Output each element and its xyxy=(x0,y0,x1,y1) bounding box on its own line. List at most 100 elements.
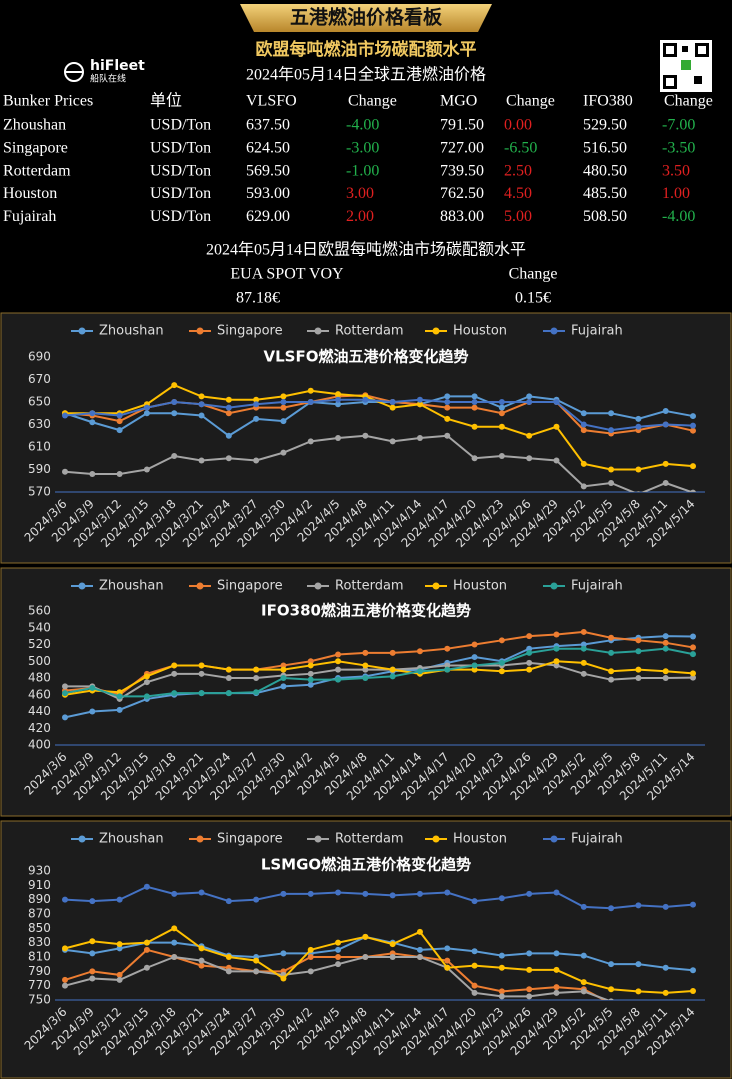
table-cell: USD/Ton xyxy=(150,117,211,134)
data-point xyxy=(280,418,287,425)
data-point xyxy=(89,419,96,426)
data-point xyxy=(498,637,505,644)
port-name: Zhoushan xyxy=(3,117,66,134)
data-point xyxy=(198,957,205,964)
data-point xyxy=(580,410,587,417)
data-point xyxy=(116,689,123,696)
data-point xyxy=(198,401,205,408)
legend-label: Houston xyxy=(453,832,507,847)
data-point xyxy=(471,948,478,955)
series xyxy=(62,432,696,492)
data-point xyxy=(498,453,505,459)
data-point xyxy=(444,399,451,405)
data-point xyxy=(89,938,96,945)
data-point xyxy=(89,410,96,417)
legend-label: Singapore xyxy=(217,324,283,339)
legend-label: Rotterdam xyxy=(335,579,404,594)
column-header: 单位 xyxy=(150,92,182,110)
eua-change: 0.15€ xyxy=(515,290,551,307)
data-point xyxy=(335,435,342,441)
legend-label: Zhoushan xyxy=(99,324,164,339)
data-point xyxy=(690,463,696,470)
data-point xyxy=(635,675,642,681)
data-point xyxy=(662,408,669,414)
data-point xyxy=(526,455,533,462)
data-point xyxy=(471,455,478,462)
data-point xyxy=(608,466,615,473)
data-point xyxy=(253,457,260,464)
series-line xyxy=(64,660,694,696)
data-point xyxy=(526,966,533,973)
data-point xyxy=(416,946,423,953)
table-cell: -7.00 xyxy=(662,117,695,134)
data-point xyxy=(116,976,123,983)
series-line xyxy=(64,948,607,1000)
data-point xyxy=(471,898,478,905)
legend-marker xyxy=(550,327,558,335)
column-header: IFO380 xyxy=(583,93,633,110)
data-point xyxy=(498,668,505,675)
data-point xyxy=(471,662,478,669)
data-point xyxy=(580,670,587,677)
data-point xyxy=(389,404,396,411)
data-point xyxy=(335,666,342,673)
data-point xyxy=(389,954,396,960)
table-cell: USD/Ton xyxy=(150,208,211,225)
data-point xyxy=(444,432,451,439)
data-point xyxy=(471,404,478,411)
table-cell: 762.50 xyxy=(440,185,484,202)
legend-marker xyxy=(432,582,440,590)
legend-marker xyxy=(314,582,322,590)
data-point xyxy=(526,649,533,656)
legend-label: Houston xyxy=(453,579,507,594)
y-tick-label: 610 xyxy=(28,440,51,454)
series-line xyxy=(64,647,694,698)
data-point xyxy=(580,988,587,995)
data-point xyxy=(335,396,342,403)
data-point xyxy=(307,681,314,688)
data-point xyxy=(116,941,123,948)
data-point xyxy=(116,693,123,700)
y-tick-label: 890 xyxy=(28,892,51,906)
data-point xyxy=(526,645,533,652)
y-tick-label: 670 xyxy=(28,372,51,386)
data-point xyxy=(253,666,260,673)
data-point xyxy=(471,982,478,989)
data-point xyxy=(225,666,232,673)
table-cell: 480.50 xyxy=(583,162,627,179)
data-point xyxy=(526,432,533,439)
column-header: Bunker Prices xyxy=(3,93,93,110)
data-point xyxy=(362,432,369,439)
table-cell: 5.00 xyxy=(504,208,532,225)
data-point xyxy=(389,941,396,948)
data-point xyxy=(198,412,205,419)
data-point xyxy=(143,410,150,417)
series xyxy=(62,645,696,700)
data-point xyxy=(635,961,642,968)
price-table: Bunker Prices 单位 VLSFO Change MGO Change IFO38… xyxy=(3,92,713,225)
table-cell: 4.50 xyxy=(504,185,532,202)
data-point xyxy=(662,460,669,467)
data-point xyxy=(335,651,342,658)
data-point xyxy=(526,633,533,640)
subtitle: 欧盟每吨燃油市场碳配额水平 xyxy=(256,39,477,60)
table-cell: 0.00 xyxy=(504,117,532,134)
table-cell: 485.50 xyxy=(583,185,627,202)
legend-marker xyxy=(78,835,86,843)
data-point xyxy=(253,401,260,408)
data-point xyxy=(498,404,505,411)
legend-label: Rotterdam xyxy=(335,832,404,847)
data-point xyxy=(608,410,615,417)
data-point xyxy=(389,438,396,445)
data-point xyxy=(143,693,150,700)
data-point xyxy=(471,654,478,661)
table-cell: 516.50 xyxy=(583,139,627,156)
column-header: Change xyxy=(348,93,397,110)
data-point xyxy=(498,423,505,430)
data-point xyxy=(690,422,696,429)
data-point xyxy=(608,676,615,683)
data-point xyxy=(498,993,505,1000)
data-point xyxy=(662,675,669,681)
data-point xyxy=(608,986,615,993)
data-point xyxy=(280,662,287,669)
